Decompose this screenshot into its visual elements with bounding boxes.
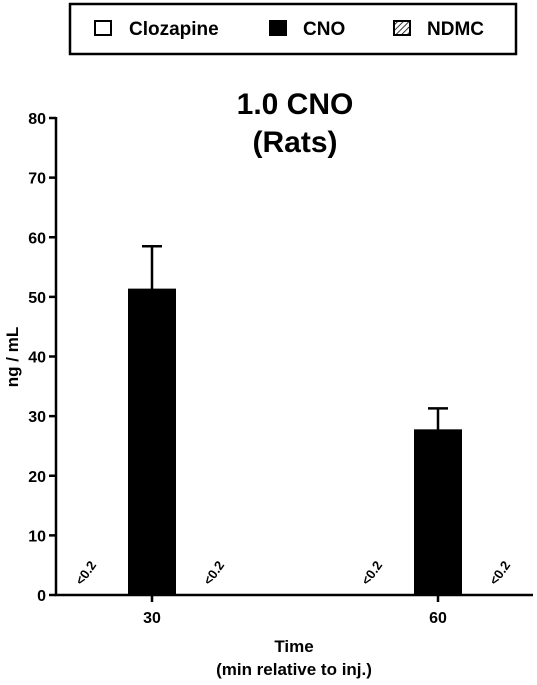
chart-title-line2: (Rats) (252, 126, 337, 159)
y-axis-label: ng / mL (3, 327, 22, 387)
y-tick-label: 0 (37, 588, 46, 605)
legend-label-cno: CNO (303, 19, 345, 40)
y-tick-label: 40 (28, 350, 46, 367)
label-clozapine-60: <0.2 (358, 558, 385, 588)
label-ndmc-30: <0.2 (200, 558, 227, 588)
legend-label-ndmc: NDMC (427, 19, 484, 40)
chart-title-line1: 1.0 CNO (237, 88, 354, 121)
x-axis-label-line2: (min relative to inj.) (216, 660, 372, 679)
bars (128, 244, 462, 596)
bar-cno-30 (128, 288, 176, 596)
legend-swatch-ndmc (393, 20, 411, 36)
x-tick-label: 30 (143, 610, 161, 627)
label-clozapine-30: <0.2 (72, 558, 99, 588)
y-axis-ticks: 0 10 20 30 40 50 60 70 80 (28, 111, 56, 605)
legend-label-clozapine: Clozapine (129, 19, 219, 40)
bar-cno-60 (414, 429, 462, 596)
x-axis-ticks: 30 60 (143, 595, 447, 627)
y-tick-label: 30 (28, 409, 46, 426)
legend: Clozapine CNO NDMC (68, 2, 518, 56)
y-tick-label: 10 (28, 528, 46, 545)
label-ndmc-60: <0.2 (486, 558, 513, 588)
y-tick-label: 50 (28, 290, 46, 307)
x-tick-label: 60 (429, 610, 447, 627)
y-tick-label: 80 (28, 111, 46, 128)
legend-swatch-clozapine (94, 20, 112, 36)
y-tick-label: 60 (28, 230, 46, 247)
x-axis-label-line1: Time (274, 637, 313, 656)
y-tick-label: 20 (28, 469, 46, 486)
legend-box (68, 2, 518, 56)
y-tick-label: 70 (28, 171, 46, 188)
legend-swatch-cno (269, 20, 287, 36)
